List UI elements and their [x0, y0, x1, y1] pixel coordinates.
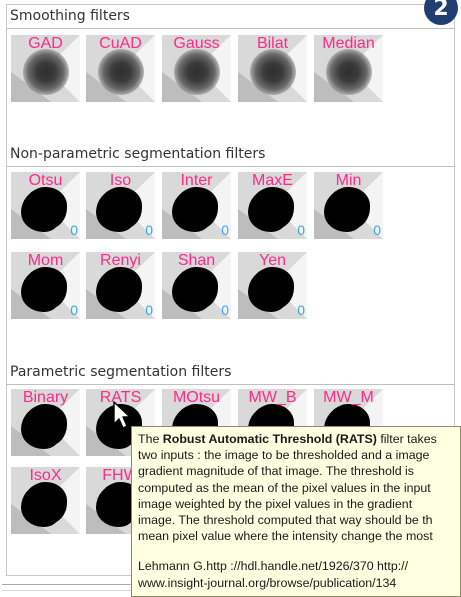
filter-tile-cuad[interactable]: CuAD — [86, 35, 155, 102]
filter-preview-image — [98, 49, 144, 95]
filter-preview-image — [174, 188, 216, 230]
filter-tile-min[interactable]: Min 0 — [314, 172, 383, 239]
filter-tile-binary[interactable]: Binary — [11, 389, 80, 456]
filter-tile-otsu[interactable]: Otsu 0 — [11, 172, 80, 239]
filter-label: RATS — [99, 389, 142, 406]
section-title-nonparametric: Non-parametric segmentation filters — [10, 146, 266, 162]
filter-label: Yen — [259, 252, 286, 269]
filter-tile-iso[interactable]: Iso 0 — [86, 172, 155, 239]
filter-label: Renyi — [100, 252, 141, 269]
filter-preview-image — [250, 268, 292, 310]
tooltip-reference: Lehmann G.http ://hdl.handle.net/1926/37… — [138, 559, 409, 574]
filter-label: MW_M — [323, 389, 374, 406]
tooltip-line: image. The threshold computed that way s… — [138, 513, 433, 528]
tooltip-reference: www.insight-journal.org/browse/publicati… — [138, 575, 397, 590]
filter-count: 0 — [297, 222, 305, 238]
filter-tile-isox[interactable]: IsoX — [11, 467, 80, 534]
tooltip-line: The Robust Automatic Threshold (RATS) fi… — [138, 432, 437, 446]
filter-count: 0 — [297, 302, 305, 318]
filter-count: 0 — [70, 222, 78, 238]
filter-label: MOtsu — [172, 389, 221, 406]
mouse-pointer-icon — [113, 401, 131, 429]
tooltip-line: computed as the mean of the pixel values… — [138, 480, 431, 495]
filter-preview-image — [326, 49, 372, 95]
filter-count: 0 — [373, 222, 381, 238]
tooltip-line: mean pixel value where the intensity cha… — [138, 529, 433, 544]
step-badge: 2 — [424, 0, 458, 25]
filter-count: 0 — [221, 222, 229, 238]
filter-label: IsoX — [29, 467, 62, 484]
filter-preview-image — [174, 49, 220, 95]
rats-tooltip: The Robust Automatic Threshold (RATS) fi… — [131, 426, 461, 597]
filter-label: Inter — [180, 172, 213, 189]
filter-count: 0 — [145, 222, 153, 238]
filter-label: GAD — [28, 35, 63, 52]
filter-label: Median — [322, 35, 375, 52]
filter-preview-image — [23, 268, 65, 310]
filter-preview-image — [98, 188, 140, 230]
filter-tile-yen[interactable]: Yen 0 — [238, 252, 307, 319]
tooltip-line: image weighted by the pixel values in th… — [138, 496, 413, 511]
filter-label: Otsu — [28, 172, 63, 189]
filter-preview-image — [23, 483, 65, 525]
filter-tile-gad[interactable]: GAD — [11, 35, 80, 102]
filter-count: 0 — [145, 302, 153, 318]
filter-preview-image — [98, 268, 140, 310]
tooltip-bold-name: Robust Automatic Threshold (RATS) — [162, 432, 377, 446]
filter-tile-inter[interactable]: Inter 0 — [162, 172, 231, 239]
filter-tile-maxe[interactable]: MaxE 0 — [238, 172, 307, 239]
filter-count: 0 — [221, 302, 229, 318]
filter-preview-image — [23, 405, 65, 447]
filter-count: 0 — [70, 302, 78, 318]
filter-label: Iso — [109, 172, 132, 189]
section-divider — [7, 166, 455, 167]
filter-preview-image — [23, 49, 69, 95]
filter-tile-rats[interactable]: RATS — [86, 389, 155, 456]
filter-preview-image — [250, 49, 296, 95]
filter-label: Shan — [177, 252, 216, 269]
tooltip-line: two inputs : the image to be thresholded… — [138, 448, 430, 463]
filter-preview-image — [23, 188, 65, 230]
section-title-smoothing: Smoothing filters — [10, 8, 130, 24]
filter-label: FHW — [102, 467, 139, 484]
filter-tile-bilat[interactable]: Bilat — [238, 35, 307, 102]
tooltip-line: gradient magnitude of that image. The th… — [138, 464, 414, 479]
filter-label: Bilat — [256, 35, 289, 52]
filter-tile-median[interactable]: Median — [314, 35, 383, 102]
filter-label: Mom — [27, 252, 64, 269]
filter-label: CuAD — [99, 35, 142, 52]
filter-label: MW_B — [248, 389, 297, 406]
section-divider — [7, 28, 455, 29]
filter-tile-shan[interactable]: Shan 0 — [162, 252, 231, 319]
filter-label: MaxE — [252, 172, 293, 189]
filter-label: Gauss — [173, 35, 220, 52]
filter-preview-image — [174, 268, 216, 310]
filter-tile-mom[interactable]: Mom 0 — [11, 252, 80, 319]
filter-tile-gauss[interactable]: Gauss — [162, 35, 231, 102]
filter-label: Min — [335, 172, 362, 189]
filter-preview-image — [326, 188, 368, 230]
filter-preview-image — [250, 188, 292, 230]
filter-label: Binary — [22, 389, 69, 406]
section-title-parametric: Parametric segmentation filters — [10, 364, 232, 380]
section-divider — [7, 384, 455, 385]
filter-tile-renyi[interactable]: Renyi 0 — [86, 252, 155, 319]
